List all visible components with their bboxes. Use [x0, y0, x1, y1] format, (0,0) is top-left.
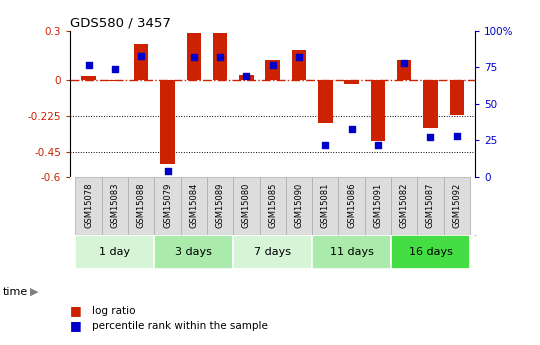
- Text: GSM15091: GSM15091: [373, 183, 382, 228]
- Bar: [345, 80, 359, 85]
- FancyBboxPatch shape: [102, 177, 128, 235]
- Point: [268, 62, 277, 67]
- Text: GSM15089: GSM15089: [215, 183, 225, 228]
- Bar: [134, 44, 148, 80]
- Text: GSM15084: GSM15084: [190, 183, 198, 228]
- FancyBboxPatch shape: [181, 177, 207, 235]
- FancyBboxPatch shape: [417, 177, 444, 235]
- Text: GSM15078: GSM15078: [84, 183, 93, 228]
- Text: GSM15081: GSM15081: [321, 183, 330, 228]
- Bar: [160, 80, 175, 164]
- Bar: [370, 80, 385, 141]
- Bar: [187, 33, 201, 80]
- Point: [453, 133, 461, 139]
- Point: [426, 135, 435, 140]
- Text: percentile rank within the sample: percentile rank within the sample: [92, 321, 268, 331]
- Bar: [239, 75, 254, 80]
- Point: [137, 53, 145, 59]
- FancyBboxPatch shape: [233, 177, 260, 235]
- Point: [374, 142, 382, 147]
- Bar: [82, 76, 96, 80]
- FancyBboxPatch shape: [207, 177, 233, 235]
- FancyBboxPatch shape: [128, 177, 154, 235]
- Point: [111, 66, 119, 72]
- Point: [242, 73, 251, 79]
- Bar: [292, 50, 306, 80]
- Bar: [213, 33, 227, 80]
- Text: ▶: ▶: [30, 287, 38, 296]
- Text: log ratio: log ratio: [92, 306, 136, 315]
- Text: GSM15079: GSM15079: [163, 183, 172, 228]
- Bar: [450, 80, 464, 115]
- FancyBboxPatch shape: [260, 177, 286, 235]
- FancyBboxPatch shape: [364, 177, 391, 235]
- FancyBboxPatch shape: [154, 235, 233, 269]
- Text: 11 days: 11 days: [329, 247, 374, 257]
- FancyBboxPatch shape: [76, 235, 154, 269]
- Text: 1 day: 1 day: [99, 247, 131, 257]
- FancyBboxPatch shape: [339, 177, 364, 235]
- Point: [347, 126, 356, 131]
- FancyBboxPatch shape: [233, 235, 312, 269]
- Point: [163, 168, 172, 174]
- Bar: [266, 60, 280, 80]
- Text: GSM15085: GSM15085: [268, 183, 277, 228]
- FancyBboxPatch shape: [444, 177, 470, 235]
- Bar: [423, 80, 438, 128]
- FancyBboxPatch shape: [391, 235, 470, 269]
- FancyBboxPatch shape: [312, 235, 391, 269]
- Point: [216, 55, 225, 60]
- Point: [190, 55, 198, 60]
- FancyBboxPatch shape: [154, 177, 181, 235]
- Text: 16 days: 16 days: [409, 247, 453, 257]
- Text: GSM15080: GSM15080: [242, 183, 251, 228]
- FancyBboxPatch shape: [76, 177, 102, 235]
- Bar: [397, 60, 411, 80]
- Text: ■: ■: [70, 319, 82, 333]
- Point: [321, 142, 329, 147]
- Text: ■: ■: [70, 304, 82, 317]
- Text: GSM15086: GSM15086: [347, 183, 356, 228]
- Point: [295, 55, 303, 60]
- Bar: [318, 80, 333, 123]
- Text: GSM15087: GSM15087: [426, 183, 435, 228]
- Text: 3 days: 3 days: [176, 247, 212, 257]
- Text: time: time: [3, 287, 28, 296]
- Text: GDS580 / 3457: GDS580 / 3457: [70, 17, 171, 30]
- Text: 7 days: 7 days: [254, 247, 291, 257]
- Text: GSM15092: GSM15092: [453, 183, 461, 228]
- Text: GSM15090: GSM15090: [294, 183, 303, 228]
- FancyBboxPatch shape: [391, 177, 417, 235]
- Point: [400, 60, 409, 66]
- Text: GSM15088: GSM15088: [137, 183, 146, 228]
- Text: GSM15083: GSM15083: [110, 183, 119, 228]
- FancyBboxPatch shape: [312, 177, 339, 235]
- Bar: [107, 80, 122, 81]
- Point: [84, 62, 93, 67]
- FancyBboxPatch shape: [286, 177, 312, 235]
- Text: GSM15082: GSM15082: [400, 183, 409, 228]
